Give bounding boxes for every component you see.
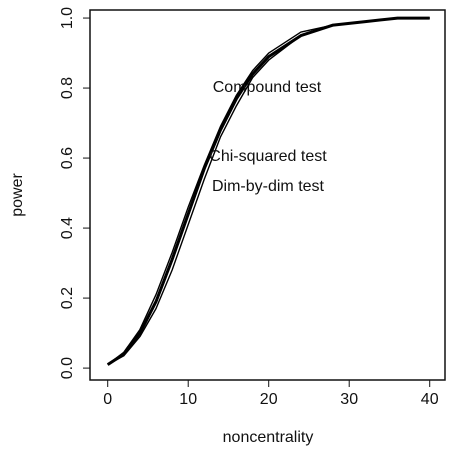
x-axis-label: noncentrality [223,429,314,446]
y-tick-label: 1.0 [59,7,76,29]
x-tick-label: 40 [421,391,439,408]
y-tick-label: 0.6 [59,147,76,169]
series-line [107,17,430,366]
y-tick-label: 0.4 [59,217,76,239]
series-label: Dim-by-dim test [212,178,325,195]
series-label: Chi-squared test [209,148,327,165]
y-tick-label: 0.2 [59,287,76,309]
x-tick-label: 10 [179,391,197,408]
x-tick-label: 0 [103,391,112,408]
y-tick-label: 0.8 [59,77,76,99]
series-label: Compound test [213,79,322,96]
x-tick-label: 20 [260,391,278,408]
x-tick-label: 30 [340,391,358,408]
y-tick-label: 0.0 [59,357,76,379]
plot-frame [89,9,446,381]
y-axis-label: power [9,173,26,217]
